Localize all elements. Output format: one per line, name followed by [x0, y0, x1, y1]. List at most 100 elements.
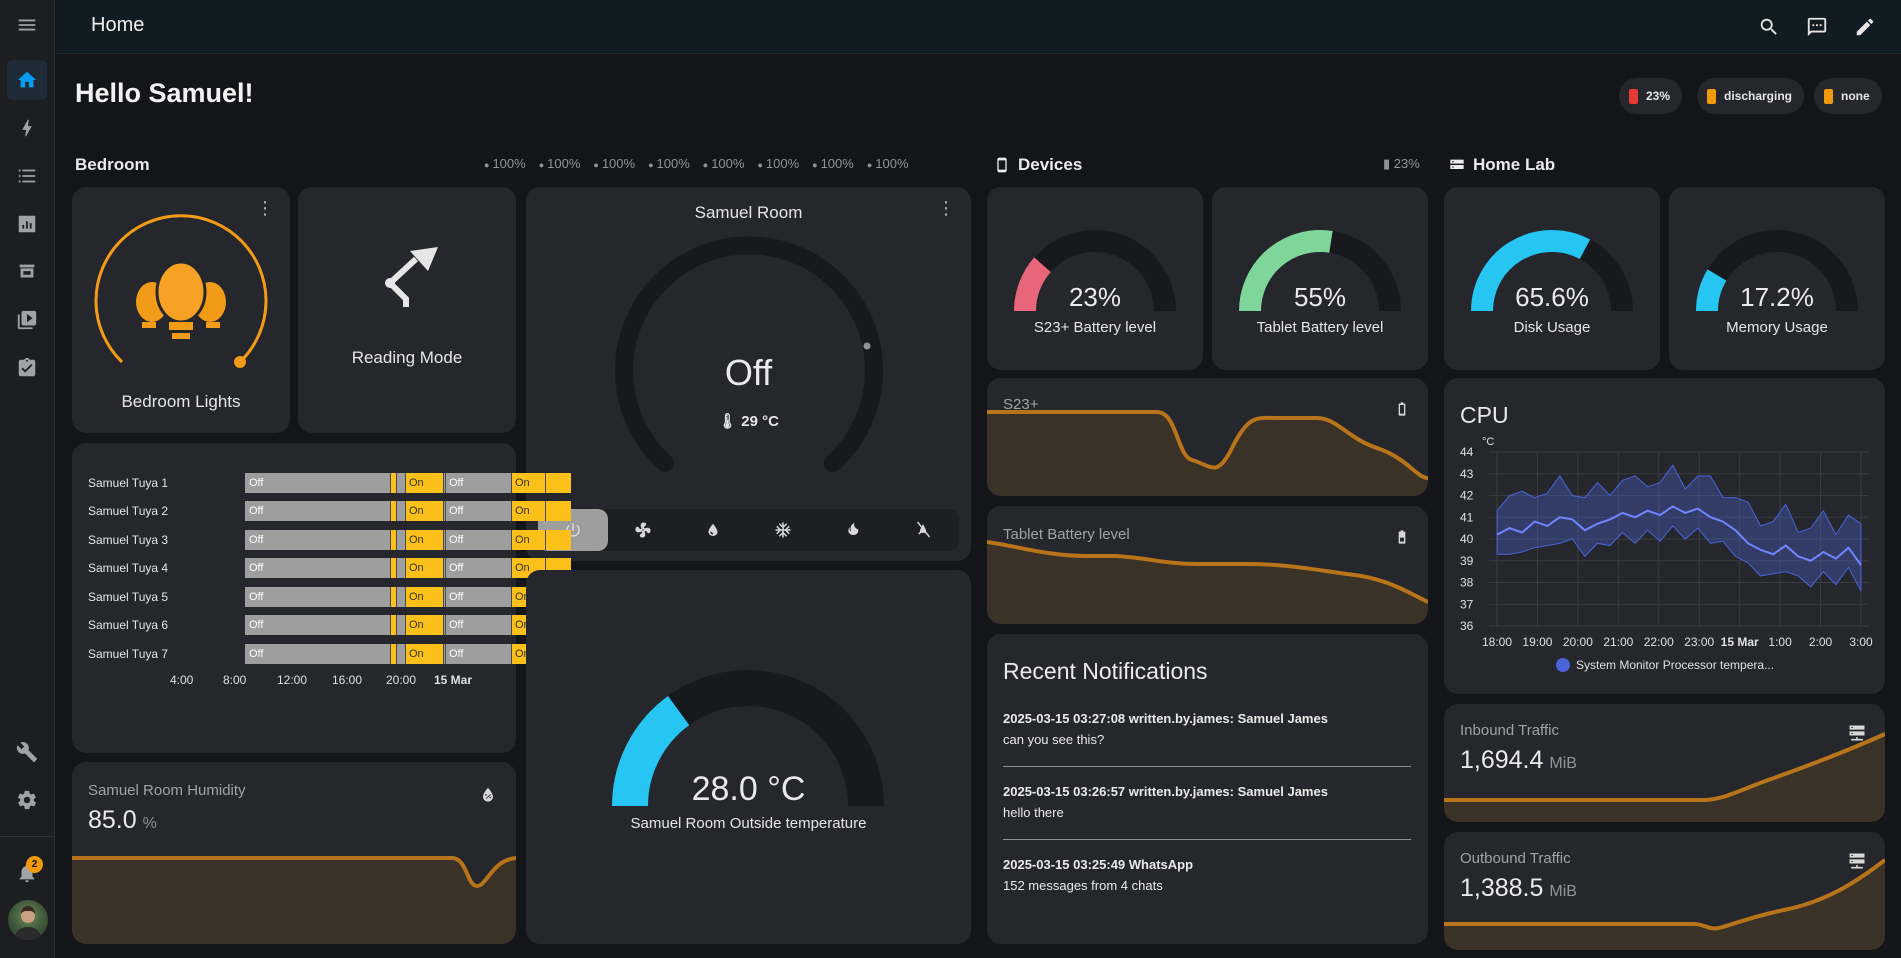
tuya-timeline-bar[interactable]: Off On Off On [245, 501, 571, 521]
notification-header: 2025-03-15 03:27:08 written.by.james: Sa… [1003, 711, 1328, 726]
state-segment[interactable] [390, 644, 396, 664]
state-on-segment[interactable]: On [511, 530, 571, 550]
state-off-segment[interactable]: Off [249, 477, 264, 489]
segment-divider [390, 587, 391, 607]
state-segment[interactable] [390, 587, 396, 607]
charging-state-chip[interactable]: discharging [1697, 78, 1805, 114]
tuya-timeline-bar[interactable]: Off On Off On [245, 530, 571, 550]
notification-item[interactable]: 2025-03-15 03:27:08 written.by.james: Sa… [1003, 711, 1411, 747]
state-off-segment[interactable]: Off [449, 619, 464, 631]
state-off-segment[interactable]: Off [449, 562, 464, 574]
state-off-segment[interactable]: Off [449, 505, 464, 517]
state-segment[interactable] [390, 501, 396, 521]
segment-divider [445, 644, 446, 664]
state-on-segment[interactable]: On [405, 644, 443, 664]
disk-usage-gauge-card[interactable]: 65.6% Disk Usage [1444, 187, 1660, 370]
sidebar-item-settings[interactable] [7, 780, 47, 820]
tuya-timeline-bar[interactable]: Off On Off On [245, 587, 571, 607]
bulb-level[interactable]: 100% [703, 156, 744, 171]
sidebar-item-home[interactable] [7, 60, 47, 100]
state-on-segment[interactable]: On [511, 473, 571, 493]
mode-fan-button[interactable] [608, 509, 678, 551]
tuya-row-label: Samuel Tuya 4 [88, 561, 169, 575]
state-on-segment[interactable]: On [405, 558, 443, 578]
state-on-segment[interactable]: On [405, 615, 443, 635]
bulb-level[interactable]: 100% [648, 156, 690, 171]
outbound-traffic-card[interactable]: Outbound Traffic 1,388.5 MiB [1444, 832, 1885, 950]
state-off-segment[interactable]: Off [249, 505, 264, 517]
s23-battery-gauge-card[interactable]: 23% S23+ Battery level [987, 187, 1203, 370]
state-off-segment[interactable]: Off [449, 591, 464, 603]
mode-cool-button[interactable] [748, 509, 818, 551]
assist-button[interactable] [1801, 11, 1833, 43]
user-avatar[interactable] [8, 900, 48, 940]
light-dial[interactable] [72, 187, 290, 387]
memory-usage-gauge-card[interactable]: 17.2% Memory Usage [1669, 187, 1885, 370]
sidebar-item-energy[interactable] [7, 108, 47, 148]
light-handle[interactable] [234, 356, 246, 368]
bulb-level[interactable]: 100% [812, 156, 854, 171]
cpu-temperature-line[interactable] [1496, 505, 1862, 566]
bulb-level[interactable]: 100% [539, 156, 580, 171]
inbound-traffic-card[interactable]: Inbound Traffic 1,694.4 MiB [1444, 704, 1885, 822]
state-off-segment[interactable]: Off [249, 591, 264, 603]
mode-auto-button[interactable] [888, 509, 958, 551]
state-off-segment[interactable]: Off [249, 648, 264, 660]
sidebar-item-notifications[interactable]: 2 [7, 853, 47, 893]
sidebar-item-media[interactable] [7, 300, 47, 340]
sidebar-item-history[interactable] [7, 204, 47, 244]
tuya-timeline-bar[interactable]: Off On Off On [245, 558, 571, 578]
sidebar: 2 [0, 0, 55, 958]
state-off-segment[interactable]: Off [449, 648, 464, 660]
bedroom-lights-card[interactable]: ⋮ Bedroom Lights [72, 187, 290, 433]
sidebar-item-developer-tools[interactable] [7, 732, 47, 772]
state-off-segment[interactable]: Off [249, 562, 264, 574]
bulb-level[interactable]: 100% [757, 156, 799, 171]
thermostat-card[interactable]: Samuel Room ⋮ Off 🌡 29 °C [526, 187, 971, 561]
tablet-battery-gauge-card[interactable]: 55% Tablet Battery level [1212, 187, 1428, 370]
state-on-segment[interactable]: On [405, 473, 443, 493]
tuya-timeline-bar[interactable]: Off On Off On [245, 644, 571, 664]
tuya-timeline-bar[interactable]: Off On Off On [245, 615, 571, 635]
state-off-segment[interactable]: Off [249, 619, 264, 631]
current-temperature: 🌡 29 °C [718, 413, 779, 430]
cpu-card[interactable]: CPU °C 44 43 42 41 40 39 38 37 36 18:00 19:00 20:00… [1444, 378, 1885, 694]
state-on-segment[interactable]: On [405, 587, 443, 607]
bulb-level[interactable]: 100% [484, 156, 525, 171]
mode-dry-button[interactable] [678, 509, 748, 551]
bulb-level[interactable]: 100% [867, 156, 908, 171]
state-on-segment[interactable]: On [405, 501, 443, 521]
edit-dashboard-button[interactable] [1849, 11, 1881, 43]
page-title: Home [91, 14, 145, 36]
notification-item[interactable]: 2025-03-15 03:26:57 written.by.james: Sa… [1003, 784, 1411, 820]
bulb-level[interactable]: 100% [593, 156, 635, 171]
s23-battery-card[interactable]: S23+ 23% [987, 378, 1428, 496]
notifications-card: Recent Notifications 2025-03-15 03:27:08… [987, 634, 1428, 944]
search-button[interactable] [1753, 11, 1785, 43]
state-off-segment[interactable]: Off [249, 534, 264, 546]
notification-item[interactable]: 2025-03-15 03:25:49 WhatsApp 152 message… [1003, 857, 1411, 893]
cpu-legend[interactable]: System Monitor Processor tempera... [1556, 658, 1774, 672]
sidebar-item-logbook[interactable] [7, 156, 47, 196]
sidebar-item-todo[interactable] [7, 348, 47, 388]
sidebar-item-hacs[interactable] [7, 252, 47, 292]
humidity-card[interactable]: Samuel Room Humidity 85.0% [72, 762, 516, 944]
state-segment[interactable] [390, 530, 396, 550]
tuya-timeline-bar[interactable]: Off On Off On [245, 473, 571, 493]
outside-temperature-card[interactable]: 28.0 °C Samuel Room Outside temperature [526, 570, 971, 944]
state-off-segment[interactable]: Off [449, 534, 464, 546]
mode-heat-button[interactable] [818, 509, 888, 551]
state-segment[interactable] [390, 558, 396, 578]
menu-button[interactable] [7, 5, 47, 45]
tablet-battery-card[interactable]: Tablet Battery level 55% [987, 506, 1428, 624]
reading-mode-card[interactable]: Reading Mode [298, 187, 516, 433]
state-segment[interactable] [390, 615, 396, 635]
state-on-segment[interactable]: On [511, 501, 571, 521]
state-on-segment[interactable]: On [405, 530, 443, 550]
battery-chip[interactable]: 23% [1619, 78, 1683, 114]
state-segment[interactable] [390, 473, 396, 493]
thermostat-dial[interactable] [526, 187, 971, 487]
target-marker[interactable] [863, 342, 871, 350]
charger-chip[interactable]: none [1814, 78, 1882, 114]
state-off-segment[interactable]: Off [449, 477, 464, 489]
